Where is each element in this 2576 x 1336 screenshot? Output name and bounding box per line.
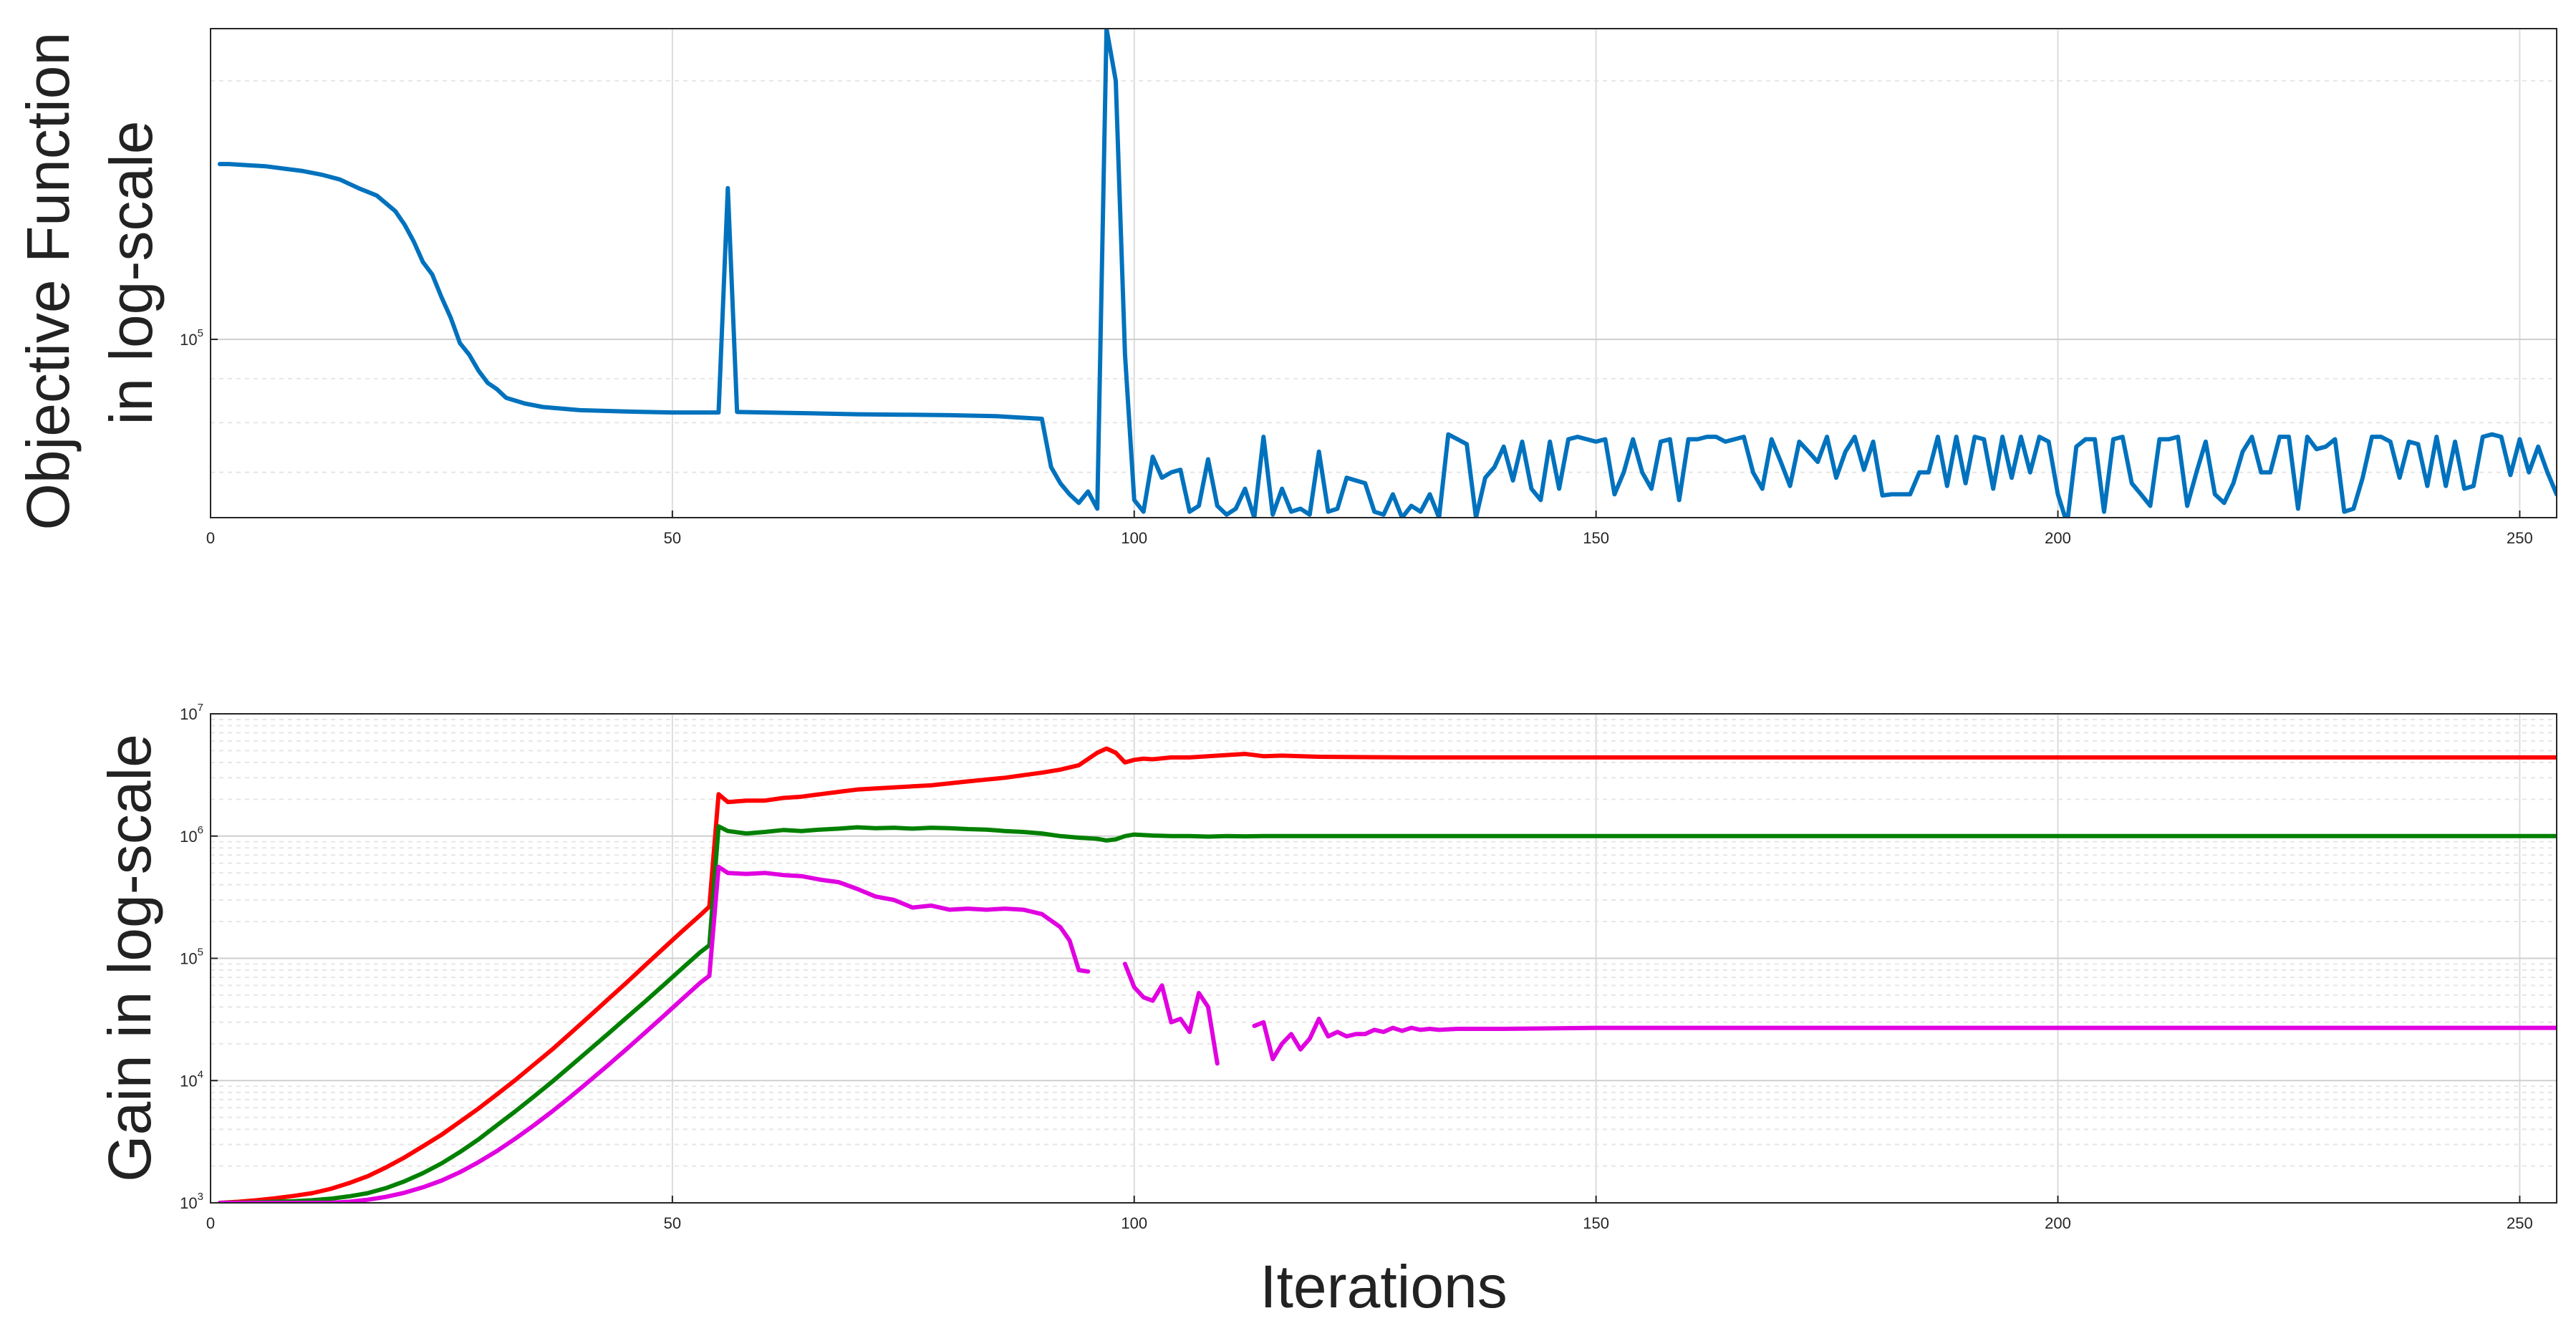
series-layer bbox=[217, 29, 2557, 518]
series-0-line-segment-0 bbox=[217, 746, 2557, 1203]
x-tick-label: 100 bbox=[1121, 529, 1147, 547]
y-axis-label: Objective Function in log-scale bbox=[14, 15, 165, 530]
series-1-line-segment-0 bbox=[217, 824, 2557, 1203]
plot-area bbox=[211, 29, 2557, 518]
x-tick-label: 250 bbox=[2507, 1214, 2533, 1232]
y-tick-exponent: 5 bbox=[198, 947, 203, 959]
y-tick-exponent: 6 bbox=[198, 824, 203, 836]
y-tick-base: 10 bbox=[180, 1072, 197, 1090]
y-axis-label-line-1: Objective Function bbox=[14, 32, 82, 531]
y-tick-labels: 105 bbox=[180, 327, 218, 349]
x-tick-label: 250 bbox=[2507, 529, 2533, 547]
objective-function-plot: 0 50 100 150 200 250 105 Objective Function i… bbox=[14, 15, 2557, 547]
x-tick-label: 0 bbox=[206, 1214, 215, 1232]
y-axis-label-line-2: in log-scale bbox=[97, 121, 165, 425]
series-2-line-segment-1 bbox=[1122, 962, 1220, 1066]
x-axis-label: Iterations bbox=[1260, 1253, 1508, 1320]
y-tick-base: 10 bbox=[180, 705, 197, 723]
y-tick-base: 10 bbox=[180, 331, 197, 349]
y-tick-label: 106 bbox=[180, 824, 203, 846]
x-tick-label: 150 bbox=[1583, 529, 1609, 547]
y-tick-label: 104 bbox=[180, 1068, 203, 1090]
y-axis-label: Gain in log-scale bbox=[96, 734, 163, 1182]
y-tick-base: 10 bbox=[180, 828, 197, 846]
y-tick-exponent: 5 bbox=[198, 327, 203, 339]
series-0-line-segment-0 bbox=[217, 29, 2557, 518]
x-tick-label: 50 bbox=[664, 1214, 681, 1232]
grid bbox=[211, 29, 2557, 518]
x-tick-label: 100 bbox=[1121, 1214, 1147, 1232]
x-tick-label: 50 bbox=[664, 529, 681, 547]
x-tick-label: 150 bbox=[1583, 1214, 1609, 1232]
x-tick-label: 0 bbox=[206, 529, 215, 547]
y-tick-label: 105 bbox=[180, 947, 203, 968]
x-tick-label: 200 bbox=[2045, 1214, 2071, 1232]
x-tick-labels: 0 50 100 150 200 250 bbox=[206, 510, 2533, 547]
y-tick-exponent: 3 bbox=[198, 1191, 203, 1203]
y-tick-label: 107 bbox=[180, 702, 203, 723]
y-tick-base: 10 bbox=[180, 950, 197, 968]
y-tick-label: 105 bbox=[180, 327, 203, 349]
axes-frame bbox=[210, 28, 2557, 518]
series-layer bbox=[217, 746, 2557, 1203]
y-tick-exponent: 7 bbox=[198, 702, 203, 714]
y-tick-base: 10 bbox=[180, 1194, 197, 1212]
y-axis-label-line-1: Gain in log-scale bbox=[96, 734, 163, 1182]
y-tick-label: 103 bbox=[180, 1191, 203, 1212]
y-tick-exponent: 4 bbox=[198, 1068, 203, 1080]
series-2-line-segment-0 bbox=[217, 864, 1091, 1203]
series-2-line-segment-2 bbox=[1252, 1017, 2557, 1062]
x-tick-label: 200 bbox=[2045, 529, 2071, 547]
x-tick-labels: 0 50 100 150 200 250 bbox=[206, 1196, 2533, 1232]
